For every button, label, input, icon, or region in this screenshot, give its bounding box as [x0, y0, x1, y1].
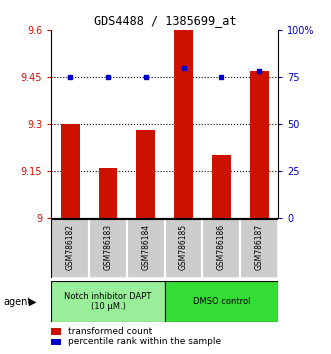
Text: GSM786185: GSM786185	[179, 224, 188, 270]
Text: GDS4488 / 1385699_at: GDS4488 / 1385699_at	[94, 14, 237, 27]
Text: percentile rank within the sample: percentile rank within the sample	[68, 337, 221, 347]
Bar	[99, 168, 118, 218]
Bar	[51, 281, 165, 322]
Text: GSM786187: GSM786187	[255, 224, 264, 270]
Text: Notch inhibitor DAPT
(10 μM.): Notch inhibitor DAPT (10 μM.)	[64, 292, 152, 312]
Bar	[212, 155, 231, 218]
Bar	[203, 219, 240, 278]
Bar	[127, 219, 165, 278]
Bar	[250, 71, 268, 218]
Text: ▶: ▶	[29, 297, 37, 307]
Bar	[174, 30, 193, 218]
Bar	[89, 219, 127, 278]
Text: GSM786183: GSM786183	[104, 224, 113, 270]
Text: transformed count: transformed count	[68, 327, 152, 336]
Bar	[165, 281, 278, 322]
Bar	[136, 130, 155, 218]
Text: agent: agent	[3, 297, 31, 307]
Text: GSM786182: GSM786182	[66, 224, 75, 269]
Bar	[240, 219, 278, 278]
Bar	[51, 219, 89, 278]
Text: DMSO control: DMSO control	[193, 297, 250, 306]
Bar	[165, 219, 203, 278]
Text: GSM786184: GSM786184	[141, 224, 150, 270]
Text: GSM786186: GSM786186	[217, 224, 226, 270]
Bar	[61, 124, 80, 218]
